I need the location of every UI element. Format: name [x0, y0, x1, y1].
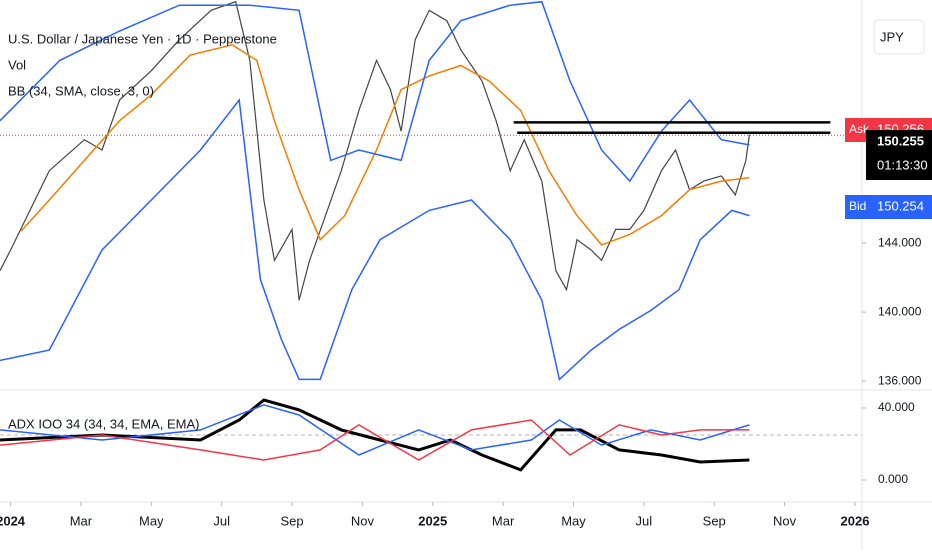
x-tick-label: May — [561, 513, 586, 528]
symbol-title: U.S. Dollar / Japanese Yen · 1D · Pepper… — [8, 31, 277, 46]
x-tick-label: Mar — [70, 513, 93, 528]
series-line — [20, 43, 750, 246]
main-pane — [0, 0, 862, 381]
axes: 136.000 140.000 144.000 0.000 40.000 2024 Mar M… — [0, 235, 922, 528]
y-tick-label: 136.000 — [878, 373, 922, 387]
x-tick-label: Jul — [213, 513, 230, 528]
indicator-label: BB (34, SMA, close, 3, 0) — [8, 83, 154, 98]
x-tick-label: Mar — [492, 513, 515, 528]
x-tick-label: May — [139, 513, 164, 528]
x-tick-label: Nov — [351, 513, 375, 528]
bid-tag — [845, 195, 870, 219]
series-line — [0, 0, 750, 301]
x-tick-label: Sep — [280, 513, 303, 528]
series-line — [0, 98, 750, 381]
ask-label: Ask — [849, 122, 870, 136]
y-tick-label: 0.000 — [878, 472, 908, 486]
x-tick-label: 2026 — [841, 513, 870, 528]
x-tick-label: Sep — [703, 513, 726, 528]
x-tick-label: 2024 — [0, 513, 26, 528]
x-tick-label: Jul — [636, 513, 653, 528]
series-line — [0, 419, 750, 461]
bid-value: 150.254 — [877, 198, 924, 213]
ask-tag — [845, 118, 870, 142]
x-tick-label: Nov — [773, 513, 797, 528]
countdown: 01:13:30 — [877, 157, 928, 172]
currency-label[interactable]: JPY — [880, 29, 904, 44]
last-price-box — [866, 130, 932, 180]
series-line — [0, 404, 750, 456]
currency-button[interactable] — [873, 19, 925, 55]
adx-title: ADX IOO 34 (34, 34, EMA, EMA) — [8, 416, 199, 431]
y-tick-label: 144.000 — [878, 235, 922, 249]
series-line — [0, 0, 750, 183]
y-tick-label: 40.000 — [878, 400, 915, 414]
series-line — [0, 398, 750, 472]
indicator-label: Vol — [8, 57, 26, 72]
bid-box — [870, 195, 932, 219]
y-tick-label: 140.000 — [878, 304, 922, 318]
x-tick-label: 2025 — [418, 513, 447, 528]
last-price: 150.255 — [877, 133, 924, 148]
bid-label: Bid — [849, 199, 866, 213]
adx-pane — [0, 398, 862, 472]
